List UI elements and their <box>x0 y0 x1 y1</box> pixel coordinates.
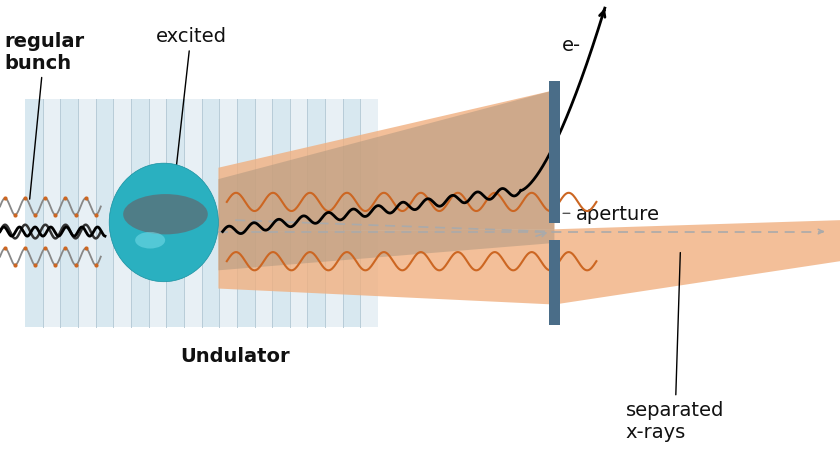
Polygon shape <box>218 221 840 305</box>
Text: e-: e- <box>562 36 580 56</box>
Bar <box>290 100 307 328</box>
Bar <box>343 100 360 328</box>
Bar <box>307 100 325 328</box>
Bar <box>131 100 149 328</box>
Bar <box>219 100 237 328</box>
Polygon shape <box>218 91 554 271</box>
Text: separated
x-rays: separated x-rays <box>626 253 724 441</box>
Text: regular
bunch: regular bunch <box>4 32 84 200</box>
Bar <box>549 240 560 325</box>
Bar <box>184 100 202 328</box>
Bar <box>272 100 290 328</box>
Bar <box>166 100 184 328</box>
Ellipse shape <box>135 233 165 249</box>
Ellipse shape <box>109 164 218 282</box>
Ellipse shape <box>123 195 207 235</box>
Bar <box>202 100 219 328</box>
Polygon shape <box>218 91 554 232</box>
Bar <box>96 100 113 328</box>
Bar <box>113 100 131 328</box>
Bar <box>549 82 560 224</box>
Bar <box>237 100 255 328</box>
Bar <box>255 100 272 328</box>
Text: excited: excited <box>155 27 227 277</box>
Bar <box>325 100 343 328</box>
Bar <box>25 100 43 328</box>
Text: Undulator: Undulator <box>181 346 290 365</box>
Bar <box>149 100 166 328</box>
Bar <box>60 100 78 328</box>
Bar <box>360 100 378 328</box>
Bar <box>78 100 96 328</box>
Text: aperture: aperture <box>563 204 659 223</box>
Bar <box>43 100 60 328</box>
